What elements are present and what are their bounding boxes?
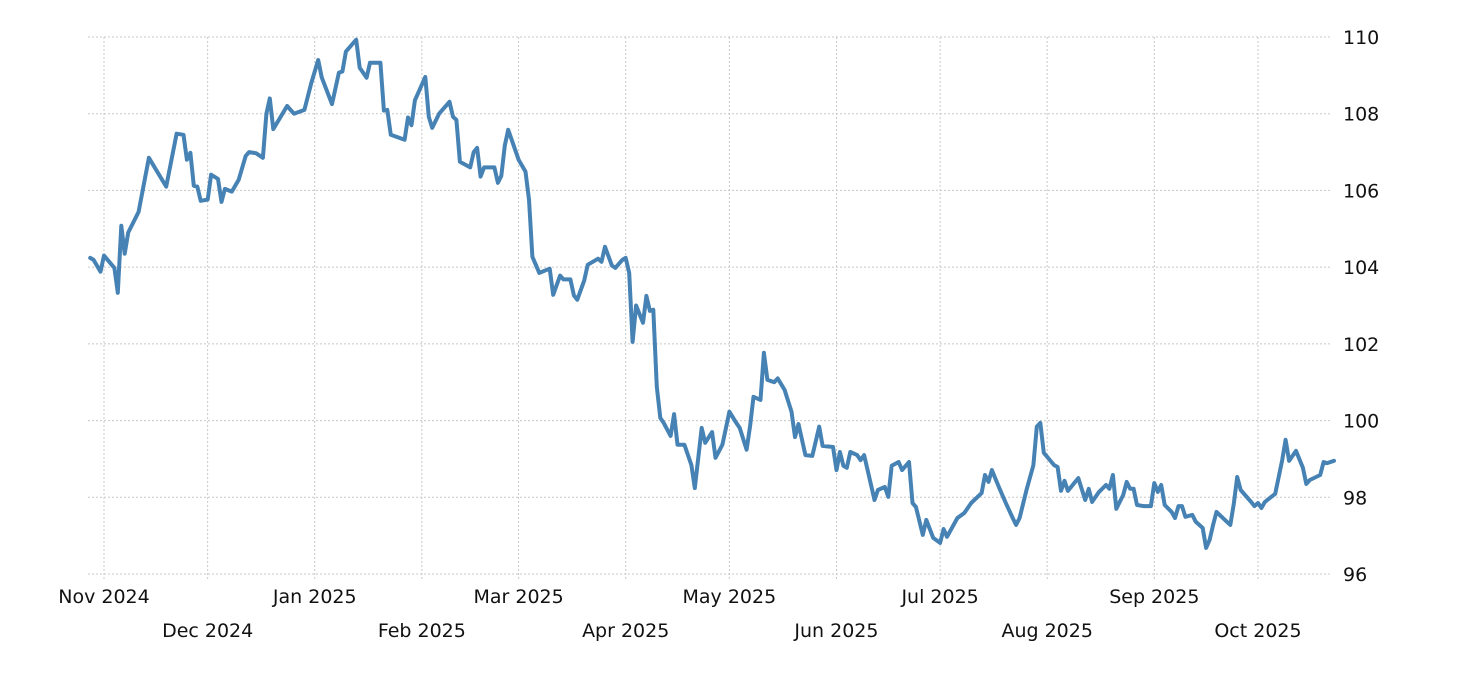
x-tick-label: Jun 2025 bbox=[793, 620, 878, 642]
x-tick-label: Jul 2025 bbox=[900, 586, 978, 608]
y-tick-label: 96 bbox=[1343, 564, 1367, 586]
x-tick-label: May 2025 bbox=[683, 586, 777, 608]
x-tick-label: Dec 2024 bbox=[162, 620, 253, 642]
x-tick-label: Apr 2025 bbox=[582, 620, 669, 642]
y-tick-label: 102 bbox=[1343, 334, 1379, 356]
y-tick-label: 104 bbox=[1343, 257, 1379, 279]
y-tick-label: 110 bbox=[1343, 27, 1379, 49]
x-tick-label: Sep 2025 bbox=[1109, 586, 1199, 608]
x-axis-labels: Nov 2024 Dec 2024 Jan 2025 Feb 2025 Mar 2025… bbox=[58, 586, 1301, 642]
y-tick-label: 108 bbox=[1343, 104, 1379, 126]
x-tick-label: Nov 2024 bbox=[58, 586, 149, 608]
series-line bbox=[88, 37, 1336, 550]
x-tick-label: Feb 2025 bbox=[378, 620, 466, 642]
y-tick-label: 100 bbox=[1343, 411, 1379, 433]
y-tick-label: 106 bbox=[1343, 180, 1379, 202]
y-axis-labels: 96 98 100 102 104 106 108 110 bbox=[1343, 27, 1379, 586]
x-tick-label: Oct 2025 bbox=[1214, 620, 1301, 642]
horizontal-gridlines bbox=[88, 36, 1330, 575]
x-tick-label: Mar 2025 bbox=[473, 586, 563, 608]
y-tick-label: 98 bbox=[1343, 487, 1367, 509]
x-tick-label: Jan 2025 bbox=[272, 586, 357, 608]
x-tick-label: Aug 2025 bbox=[1001, 620, 1093, 642]
